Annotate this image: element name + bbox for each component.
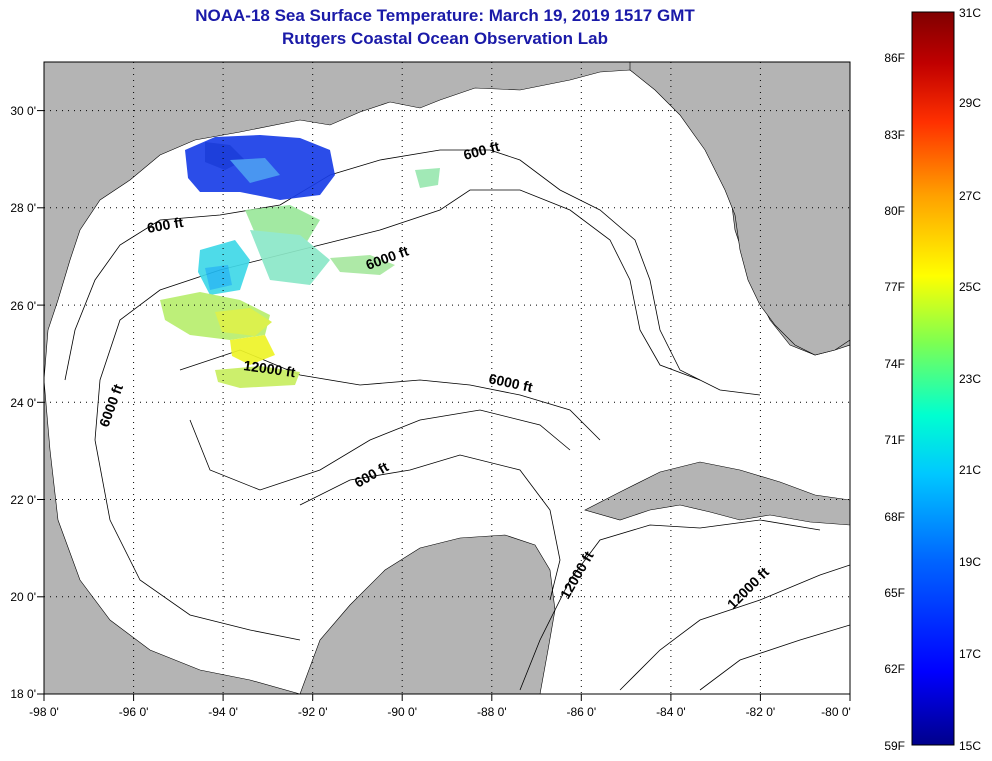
sst-patch <box>205 265 232 290</box>
gulf-water <box>44 69 850 694</box>
y-tick-label: 26 0' <box>10 299 36 313</box>
sst-patch <box>330 255 395 275</box>
florida-land <box>629 62 850 356</box>
colorbar-f-label: 77F <box>884 280 905 294</box>
x-tick-label: -82 0' <box>746 705 776 719</box>
map-border <box>43 61 851 695</box>
y-tick-label: 28 0' <box>10 201 36 215</box>
map-title: NOAA-18 Sea Surface Temperature: March 1… <box>195 6 695 25</box>
map-subtitle: Rutgers Coastal Ocean Observation Lab <box>282 29 608 48</box>
x-tick-label: -94 0' <box>208 705 238 719</box>
y-tick-label: 22 0' <box>10 493 36 507</box>
x-tick-label: -84 0' <box>656 705 686 719</box>
contour-label: 600 ft <box>146 214 185 236</box>
colorbar-c-label: 15C <box>959 739 981 753</box>
y-tick-label: 20 0' <box>10 590 36 604</box>
colorbar-c-label: 27C <box>959 189 981 203</box>
colorbar-f-label: 62F <box>884 662 905 676</box>
colorbar-f-label: 71F <box>884 433 905 447</box>
sst-patch <box>250 230 330 285</box>
colorbar-f-label: 74F <box>884 357 905 371</box>
cuba-land <box>584 461 850 526</box>
sst-patch <box>230 158 280 183</box>
sst-patch <box>230 335 275 365</box>
map-gridlines <box>44 62 850 694</box>
contour-label: 12000 ft <box>243 357 297 380</box>
x-tick-label: -86 0' <box>566 705 596 719</box>
colorbar-f-label: 59F <box>884 739 905 753</box>
colorbar-f-label: 65F <box>884 586 905 600</box>
axis-ticks <box>37 110 851 701</box>
sst-patch <box>215 308 272 336</box>
colorbar-f-label: 68F <box>884 510 905 524</box>
colorbar-c-label: 31C <box>959 6 981 20</box>
colorbar-c-label: 25C <box>959 280 981 294</box>
x-tick-label: -92 0' <box>298 705 328 719</box>
yucatan-land <box>299 534 556 694</box>
colorbar-f-label: 80F <box>884 204 905 218</box>
sst-patch <box>415 168 440 188</box>
x-tick-label: -98 0' <box>29 705 59 719</box>
colorbar-c-label: 17C <box>959 647 981 661</box>
y-tick-label: 30 0' <box>10 104 36 118</box>
x-tick-label: -90 0' <box>387 705 417 719</box>
x-tick-label: -88 0' <box>477 705 507 719</box>
colorbar-f-label: 83F <box>884 128 905 142</box>
y-tick-label: 18 0' <box>10 687 36 701</box>
colorbar-c-label: 23C <box>959 372 981 386</box>
x-tick-label: -80 0' <box>821 705 851 719</box>
y-tick-label: 24 0' <box>10 396 36 410</box>
sst-patch <box>215 366 300 388</box>
colorbar-c-label: 19C <box>959 555 981 569</box>
colorbar-c-label: 21C <box>959 463 981 477</box>
x-tick-label: -96 0' <box>119 705 149 719</box>
colorbar-c-label: 29C <box>959 96 981 110</box>
colorbar <box>911 11 955 746</box>
mexico-land <box>44 379 301 694</box>
colorbar-f-label: 86F <box>884 51 905 65</box>
